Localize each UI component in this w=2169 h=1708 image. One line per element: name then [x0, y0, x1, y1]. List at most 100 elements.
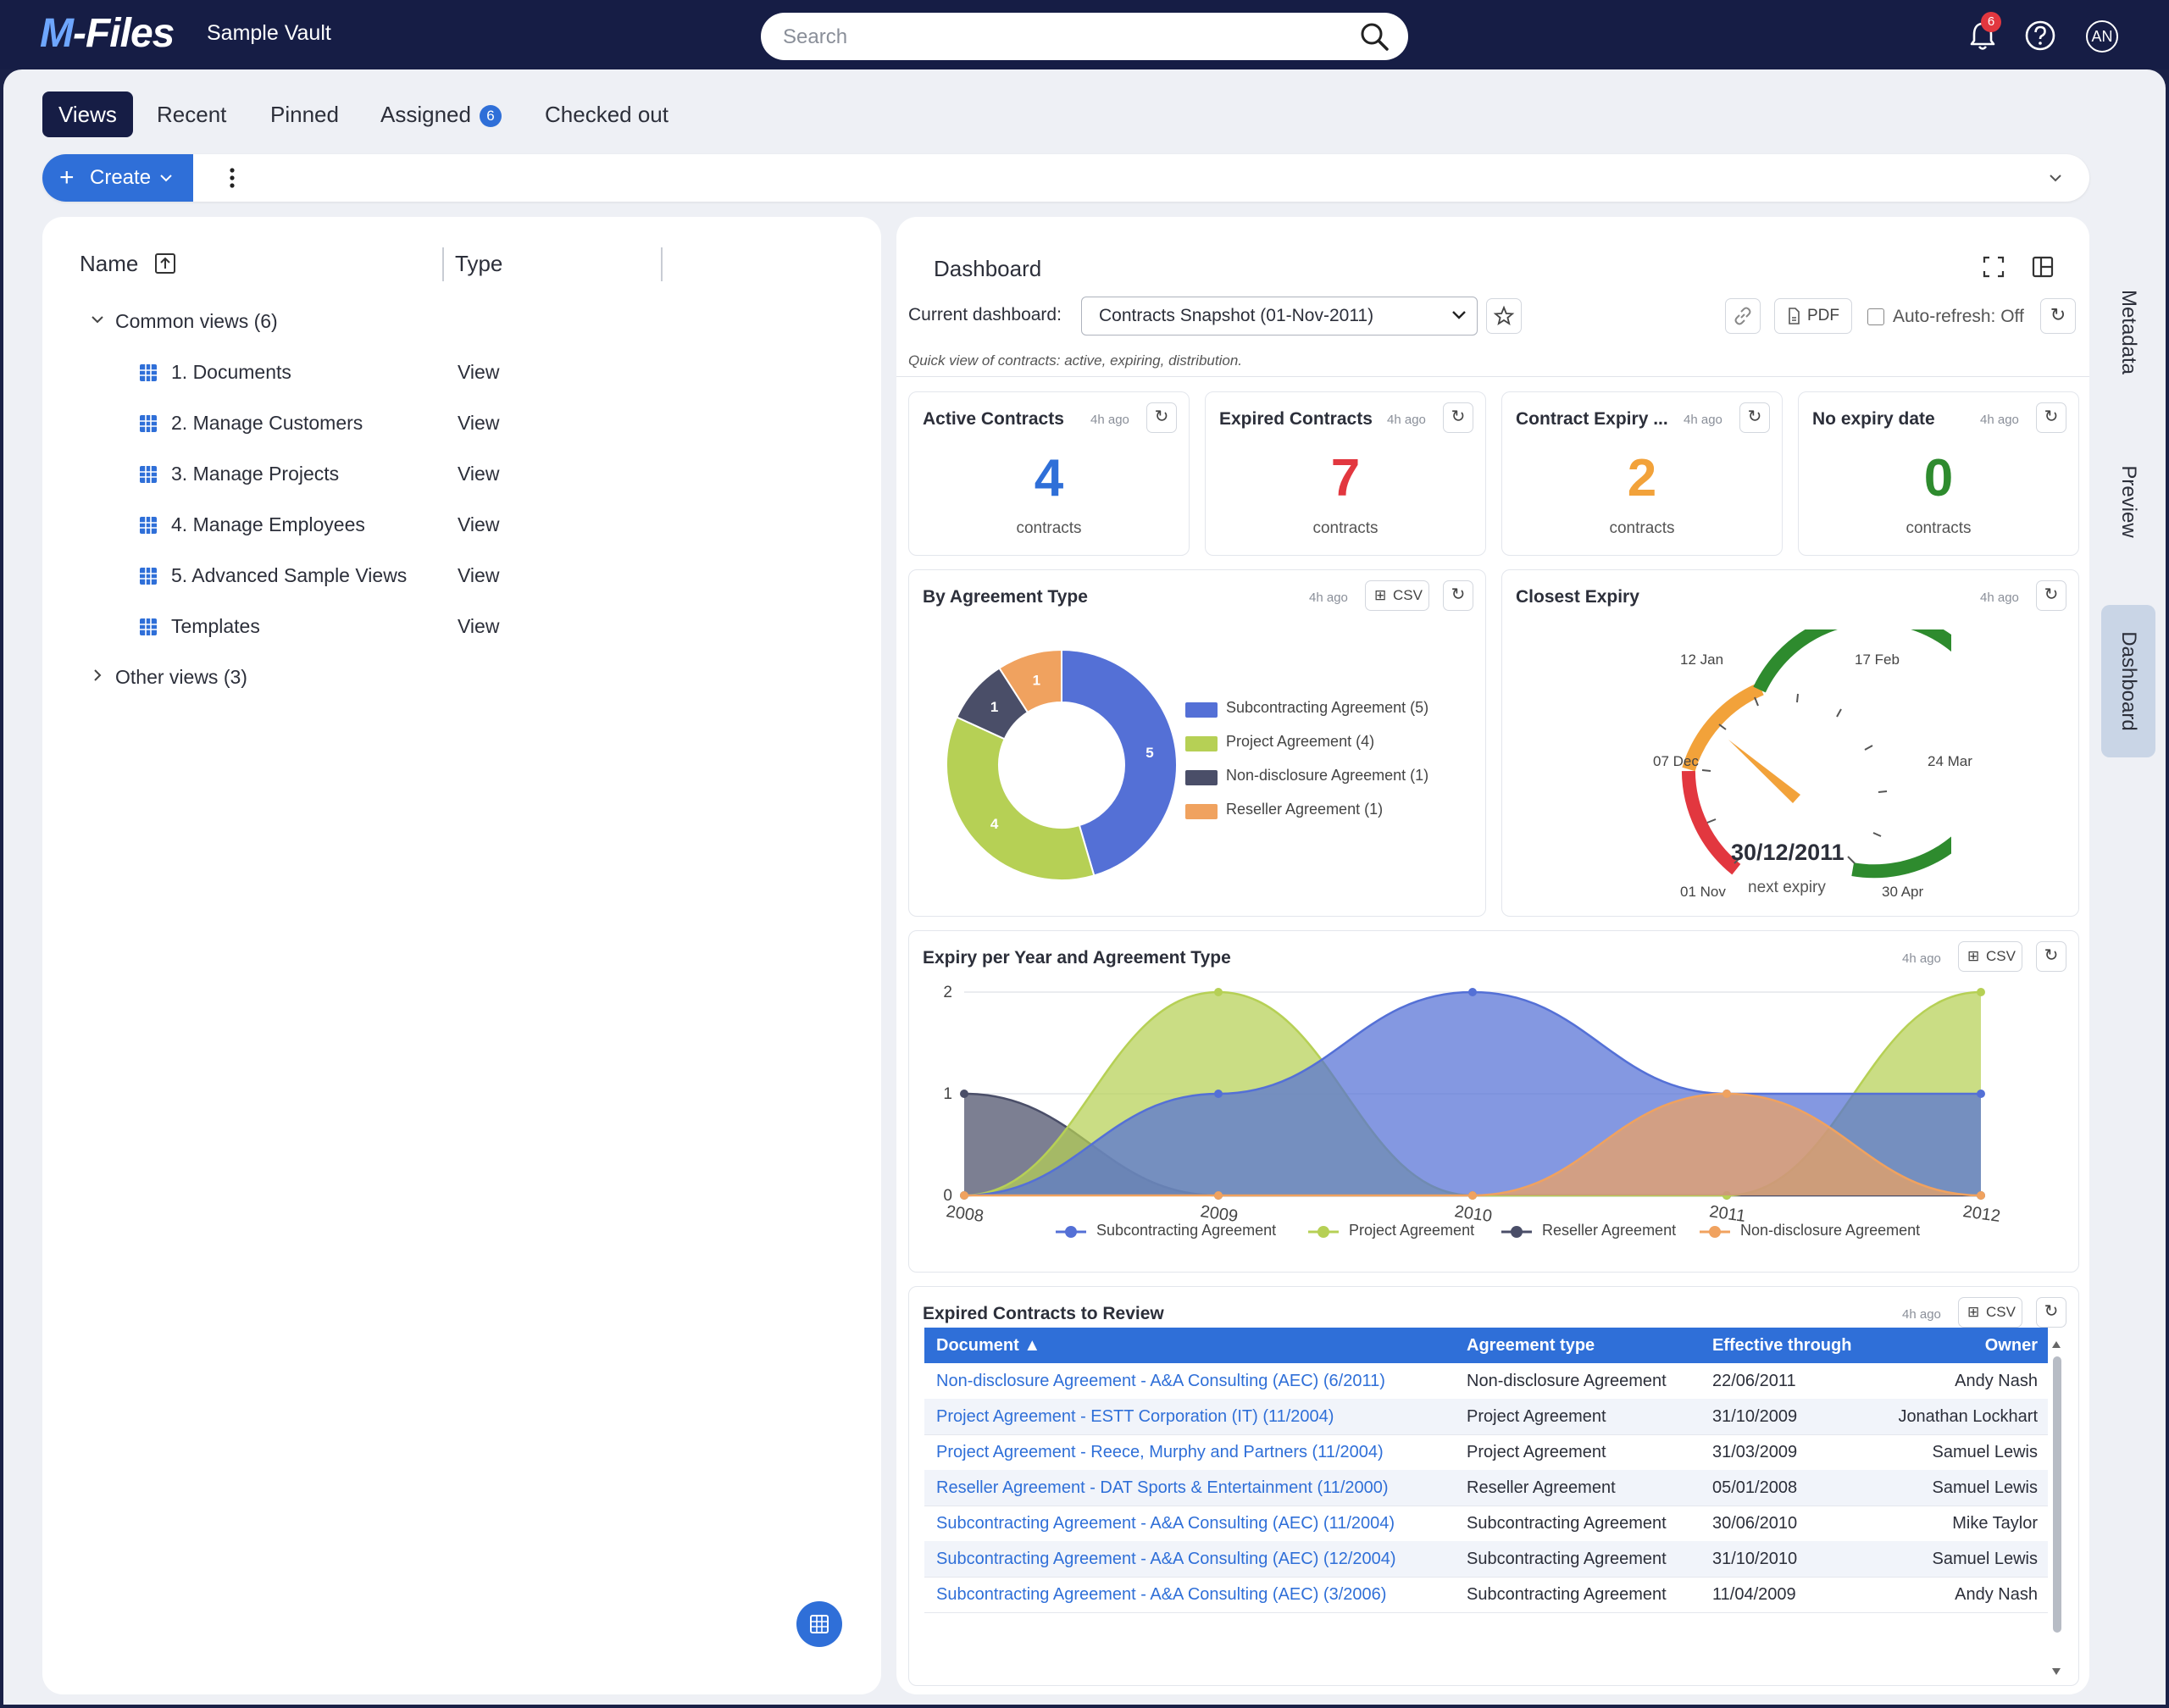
refresh-icon[interactable]: ↻	[1443, 402, 1473, 433]
document-link[interactable]: Reseller Agreement - DAT Sports & Entert…	[936, 1478, 1389, 1497]
pdf-button[interactable]: PDF	[1774, 298, 1852, 334]
data-point[interactable]	[1977, 1191, 1985, 1200]
csv-export-button[interactable]: ⊞ CSV	[1365, 580, 1429, 611]
data-point[interactable]	[1214, 1090, 1223, 1098]
donut-slice[interactable]	[946, 716, 1096, 881]
data-point[interactable]	[1214, 1191, 1223, 1200]
document-link[interactable]: Subcontracting Agreement - A&A Consultin…	[936, 1550, 1396, 1568]
view-layout-button[interactable]	[796, 1601, 842, 1647]
donut-slice[interactable]	[1061, 648, 1178, 877]
dashboard-select[interactable]: Contracts Snapshot (01-Nov-2011)	[1081, 297, 1478, 336]
vault-name[interactable]: Sample Vault	[207, 21, 331, 45]
copy-link-button[interactable]	[1725, 298, 1761, 334]
document-link[interactable]: Non-disclosure Agreement - A&A Consultin…	[936, 1372, 1385, 1390]
kpi-card-expired: Expired Contracts 4h ago ↻ 7 contracts	[1205, 391, 1486, 556]
table-row[interactable]: Subcontracting Agreement - A&A Consultin…	[924, 1541, 2048, 1578]
table-row[interactable]: Non-disclosure Agreement - A&A Consultin…	[924, 1363, 2048, 1400]
last-updated: 4h ago	[1684, 413, 1722, 427]
help-icon[interactable]	[2022, 17, 2059, 54]
scrollbar-thumb[interactable]	[2053, 1356, 2061, 1633]
owner: Jonathan Lockhart	[1898, 1407, 2038, 1426]
tab-pinned[interactable]: Pinned	[254, 92, 355, 137]
m-files-logo[interactable]: M-Files	[40, 11, 175, 56]
favorite-button[interactable]	[1486, 298, 1522, 334]
search-icon[interactable]	[1359, 21, 1390, 52]
table-row[interactable]: Subcontracting Agreement - A&A Consultin…	[924, 1506, 2048, 1542]
gauge-band-orange	[1682, 682, 1764, 772]
last-updated: 4h ago	[1309, 591, 1348, 605]
more-options-icon[interactable]	[222, 164, 242, 191]
kpi-title: Contract Expiry ...	[1516, 409, 1668, 429]
tab-assigned[interactable]: Assigned 6	[364, 92, 518, 137]
column-header-document[interactable]: Document ▲	[936, 1336, 1041, 1355]
column-header-owner[interactable]: Owner	[1984, 1336, 2038, 1355]
document-link[interactable]: Project Agreement - Reece, Murphy and Pa…	[936, 1443, 1384, 1461]
sort-ascending-icon[interactable]	[154, 252, 176, 274]
search-box[interactable]	[761, 13, 1408, 60]
tab-views[interactable]: Views	[42, 92, 133, 137]
column-header-agreement-type[interactable]: Agreement type	[1467, 1336, 1595, 1355]
data-point[interactable]	[1722, 1090, 1731, 1098]
refresh-icon[interactable]: ↻	[2036, 941, 2066, 972]
table-row[interactable]: Subcontracting Agreement - A&A Consultin…	[924, 1577, 2048, 1613]
tab-recent[interactable]: Recent	[141, 92, 242, 137]
column-resizer[interactable]	[442, 247, 444, 281]
document-link[interactable]: Subcontracting Agreement - A&A Consultin…	[936, 1514, 1395, 1533]
dashboard-title: Dashboard	[934, 256, 1042, 281]
user-avatar[interactable]: AN	[2086, 20, 2118, 53]
chart-title: Expiry per Year and Agreement Type	[923, 948, 1231, 968]
tab-label: Checked out	[545, 102, 668, 127]
refresh-icon[interactable]: ↻	[2036, 1297, 2066, 1328]
series-line[interactable]	[963, 1092, 1982, 1197]
csv-export-button[interactable]: ⊞ CSV	[1958, 1297, 2022, 1328]
agreement-type: Subcontracting Agreement	[1467, 1514, 1667, 1533]
chevron-down-icon[interactable]	[2047, 169, 2064, 186]
donut-slice[interactable]	[998, 648, 1062, 714]
csv-label: CSV	[1393, 587, 1423, 603]
rail-tab-dashboard[interactable]: Dashboard	[2101, 605, 2155, 757]
refresh-icon[interactable]: ↻	[1739, 402, 1770, 433]
data-point[interactable]	[960, 1090, 968, 1098]
refresh-icon[interactable]: ↻	[1443, 580, 1473, 611]
column-header-name[interactable]: Name	[80, 251, 139, 276]
data-point[interactable]	[1468, 988, 1477, 996]
rail-tab-metadata[interactable]: Metadata	[2101, 273, 2155, 391]
gauge-ticks	[1701, 693, 1888, 864]
x-tick-label: 2008	[945, 1202, 985, 1226]
kpi-unit: contracts	[1312, 519, 1379, 537]
data-point[interactable]	[1977, 988, 1985, 996]
table-row[interactable]: Project Agreement - ESTT Corporation (IT…	[924, 1399, 2048, 1435]
owner: Samuel Lewis	[1932, 1550, 2038, 1568]
legend-marker	[1700, 1226, 1730, 1238]
column-header-type[interactable]: Type	[455, 251, 503, 276]
fullscreen-icon[interactable]	[1981, 254, 2006, 280]
layout-icon[interactable]	[2030, 254, 2055, 280]
document-link[interactable]: Subcontracting Agreement - A&A Consultin…	[936, 1585, 1387, 1604]
refresh-icon[interactable]: ↻	[2036, 402, 2066, 433]
data-point[interactable]	[1977, 1090, 1985, 1098]
data-point[interactable]	[960, 1191, 968, 1200]
gauge-label: 17 Feb	[1855, 652, 1900, 668]
view-name: 1. Documents	[171, 361, 291, 383]
data-point[interactable]	[1214, 988, 1223, 996]
gauge-label: 01 Nov	[1680, 884, 1726, 900]
column-header-effective-through[interactable]: Effective through	[1712, 1336, 1852, 1355]
table-row[interactable]: Reseller Agreement - DAT Sports & Entert…	[924, 1470, 2048, 1506]
tab-label: Assigned	[380, 102, 471, 127]
data-point[interactable]	[1468, 1191, 1477, 1200]
agreement-type: Subcontracting Agreement	[1467, 1550, 1667, 1568]
refresh-icon[interactable]: ↻	[1146, 402, 1177, 433]
column-resizer[interactable]	[661, 247, 663, 281]
search-input[interactable]	[781, 23, 1327, 52]
tab-checked-out[interactable]: Checked out	[529, 92, 685, 137]
refresh-dashboard-button[interactable]: ↻	[2040, 298, 2076, 334]
create-button[interactable]: + Create	[42, 154, 193, 202]
auto-refresh-checkbox[interactable]	[1867, 308, 1884, 325]
csv-export-button[interactable]: ⊞ CSV	[1958, 941, 2022, 972]
refresh-icon[interactable]: ↻	[2036, 580, 2066, 611]
table-scrollbar[interactable]	[2050, 1338, 2063, 1678]
table-row[interactable]: Project Agreement - Reece, Murphy and Pa…	[924, 1434, 2048, 1471]
rail-tab-preview[interactable]: Preview	[2101, 442, 2155, 561]
chart-title: By Agreement Type	[923, 587, 1088, 607]
document-link[interactable]: Project Agreement - ESTT Corporation (IT…	[936, 1407, 1334, 1426]
